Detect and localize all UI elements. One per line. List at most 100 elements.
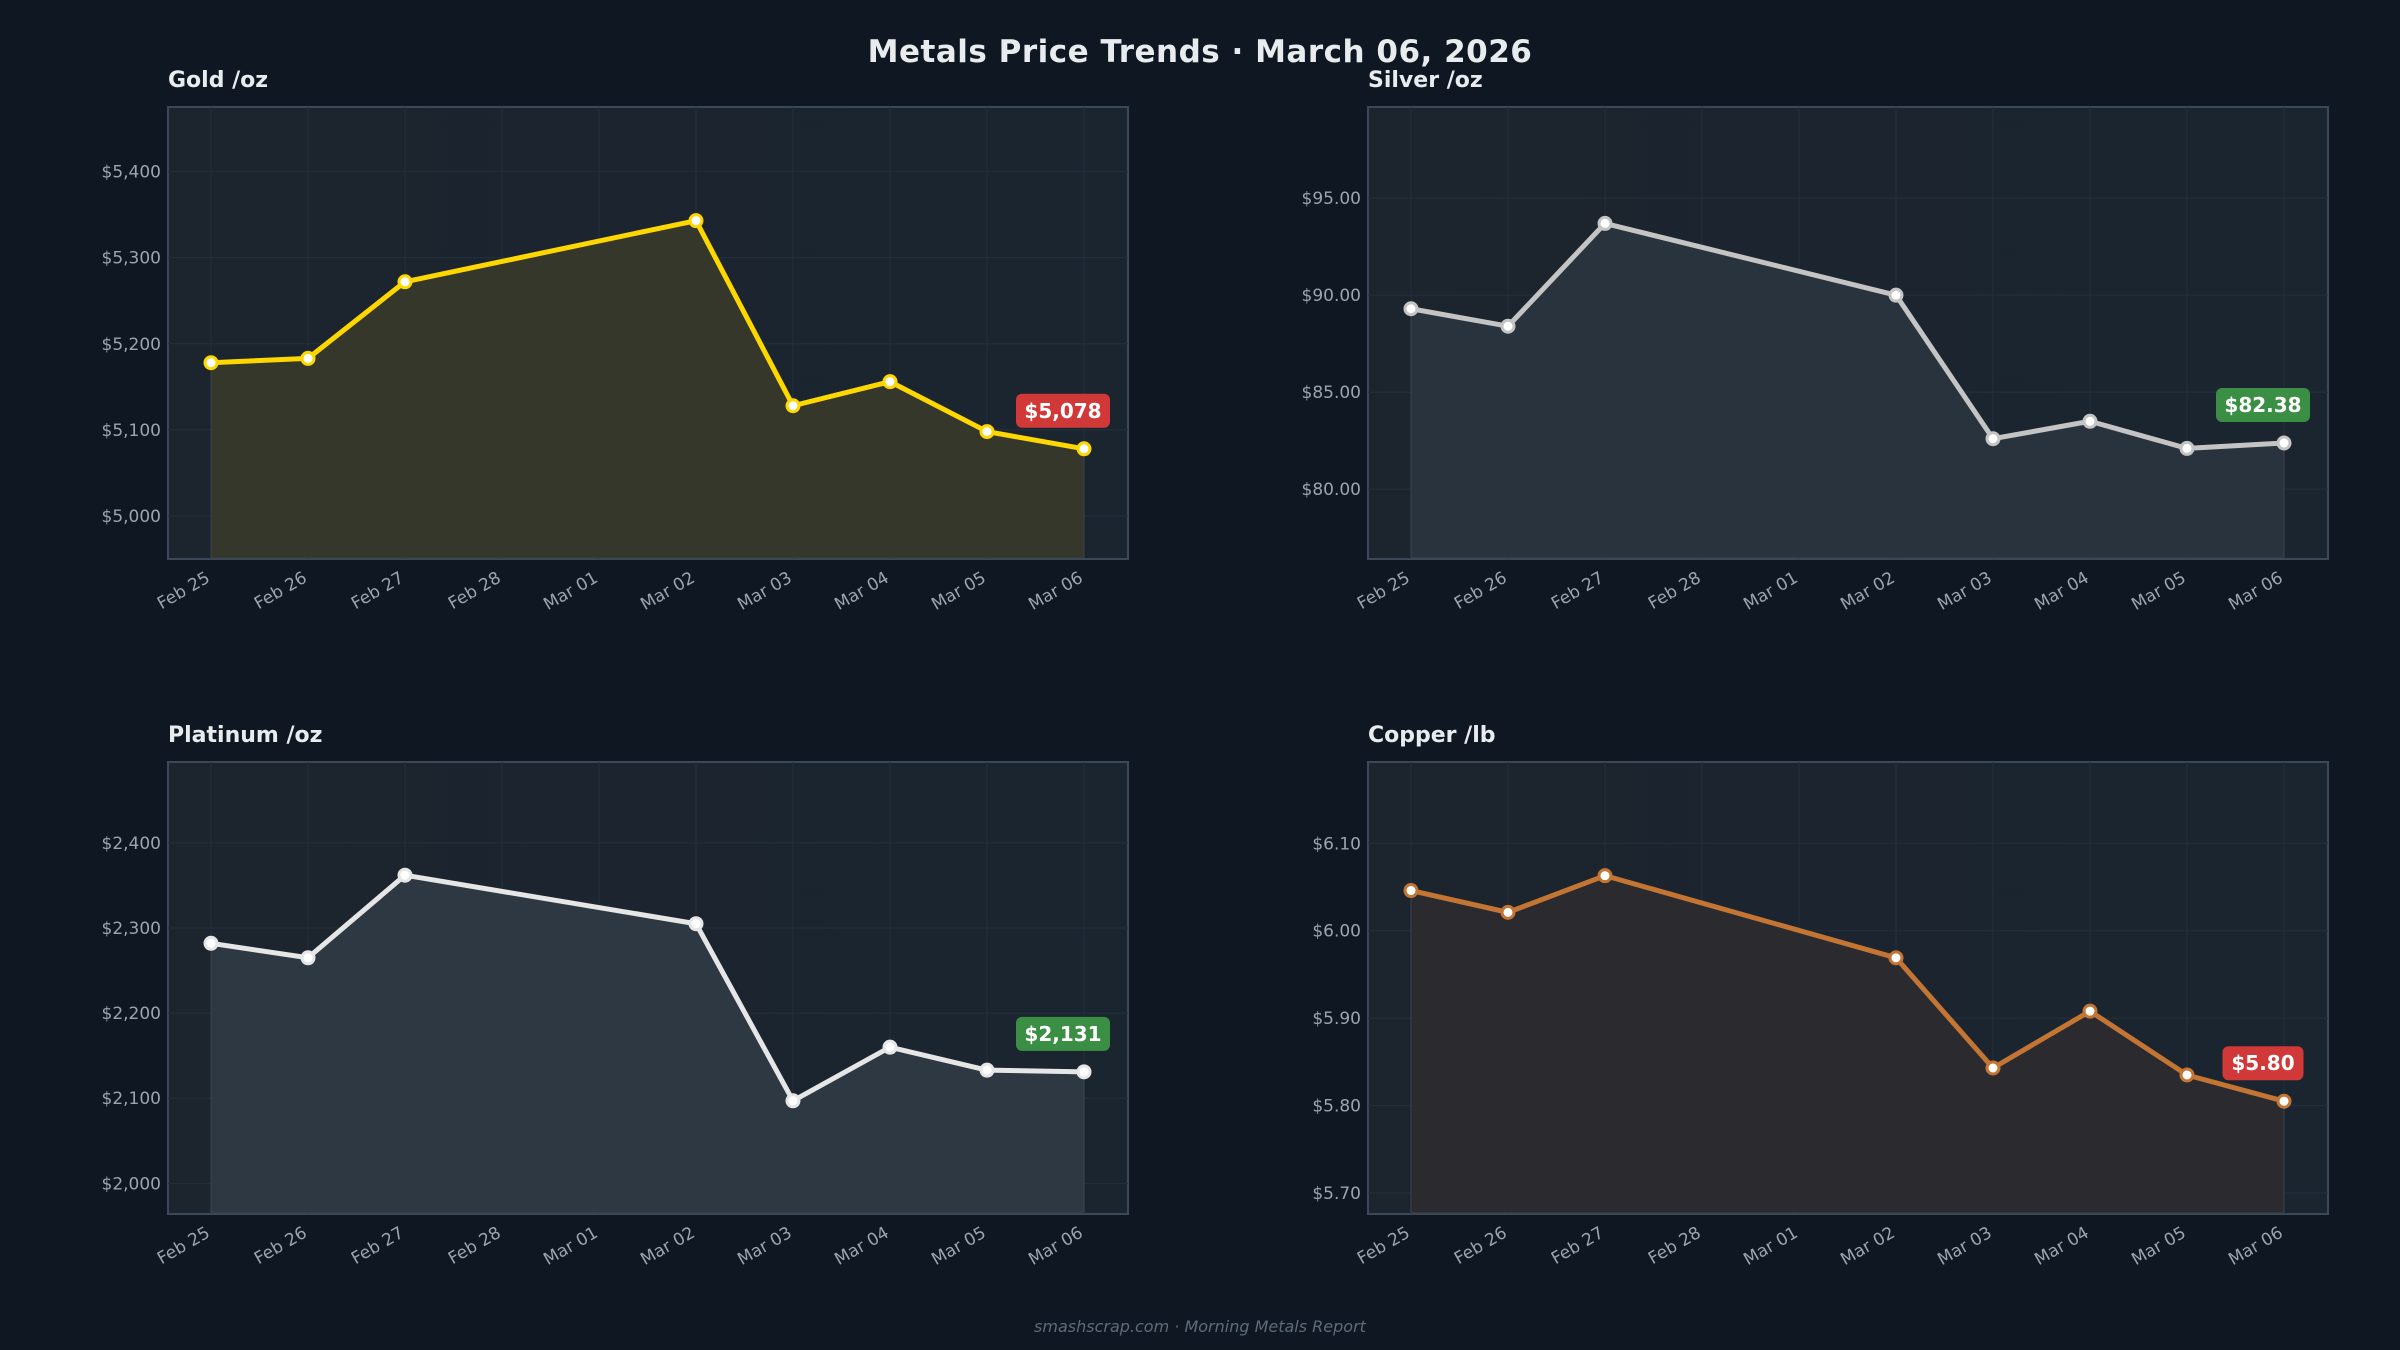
data-point — [1597, 215, 1613, 231]
chart-platinum: Platinum /oz $2,000 $2,100 $2,200 $2,300 $2,4… — [102, 723, 1129, 1270]
data-point — [2179, 1067, 2195, 1083]
x-tick-label: Mar 04 — [831, 1223, 892, 1270]
data-point — [1076, 1064, 1092, 1080]
data-point — [397, 274, 413, 290]
badge-background — [2216, 387, 2310, 422]
series-line — [1410, 220, 2285, 451]
x-tick-label: Feb 28 — [1645, 568, 1704, 614]
x-tick-label: Mar 03 — [734, 568, 795, 615]
series-line — [1410, 873, 2285, 1104]
data-point — [1403, 883, 1419, 899]
x-tick-label: Mar 05 — [928, 568, 989, 615]
y-tick-label: $2,400 — [102, 834, 161, 854]
x-tick-label: Feb 27 — [348, 1223, 407, 1269]
x-tick-label: Mar 03 — [734, 1223, 795, 1270]
y-tick-label: $5,300 — [102, 249, 161, 269]
x-tick-label: Mar 01 — [1740, 1223, 1801, 1270]
last-price-badge: $5.80 — [2222, 1046, 2304, 1081]
series-line — [210, 218, 1085, 452]
x-tick-label: Mar 02 — [637, 1223, 698, 1270]
chart-silver: Silver /oz $80.00 $85.00 $90.00 $95.00 Feb 25… — [1302, 68, 2329, 615]
data-point — [1985, 431, 2001, 447]
x-tick-label: Mar 01 — [1740, 568, 1801, 615]
data-point — [882, 374, 898, 390]
y-tick-label: $5.70 — [1312, 1184, 1361, 1204]
x-tick-label: Mar 02 — [637, 568, 698, 615]
last-price-badge: $2,131 — [1016, 1016, 1110, 1051]
data-point — [2276, 435, 2292, 451]
data-point — [1888, 950, 1904, 966]
y-tick-label: $90.00 — [1302, 286, 1361, 306]
data-point — [2276, 1093, 2292, 1109]
y-tick-label: $5.90 — [1312, 1009, 1361, 1029]
badge-text: $2,131 — [1024, 1022, 1101, 1046]
data-point — [1500, 904, 1516, 920]
data-point — [203, 355, 219, 371]
x-tick-label: Mar 06 — [2225, 1223, 2286, 1270]
x-tick-label: Mar 04 — [831, 568, 892, 615]
data-point — [1076, 441, 1092, 457]
chart-copper: Copper /lb $5.70 $5.80 $5.90 $6.00 $6.10 Feb 2… — [1312, 723, 2329, 1270]
data-point — [2082, 413, 2098, 429]
y-tick-label: $6.10 — [1312, 834, 1361, 854]
data-point — [688, 213, 704, 229]
badge-text: $5.80 — [2231, 1051, 2294, 1075]
data-point — [203, 935, 219, 951]
x-tick-label: Feb 26 — [1451, 568, 1510, 614]
last-price-badge: $82.38 — [2216, 387, 2310, 422]
footer-credit: smashscrap.com · Morning Metals Report — [1034, 1317, 1366, 1336]
badge-text: $82.38 — [2224, 393, 2301, 417]
y-tick-label: $5,100 — [102, 421, 161, 441]
data-point — [1403, 301, 1419, 317]
x-tick-label: Feb 27 — [348, 568, 407, 614]
x-tick-label: Mar 06 — [1025, 1223, 1086, 1270]
badge-text: $5,078 — [1024, 399, 1101, 423]
data-point — [1888, 287, 1904, 303]
chart-gold: Gold /oz $5,000 $5,100 $5,200 $5,300 $5,400 Fe… — [102, 68, 1129, 615]
badge-background — [2222, 1046, 2304, 1081]
series-line — [210, 872, 1085, 1104]
x-tick-label: Mar 05 — [2128, 568, 2189, 615]
x-tick-label: Feb 25 — [154, 1223, 213, 1269]
x-tick-label: Feb 25 — [1354, 568, 1413, 614]
badge-background — [1016, 1016, 1110, 1051]
y-tick-label: $5.80 — [1312, 1097, 1361, 1117]
x-tick-label: Mar 06 — [1025, 568, 1086, 615]
data-point — [979, 424, 995, 440]
x-tick-label: Feb 26 — [1451, 1223, 1510, 1269]
data-point — [785, 1093, 801, 1109]
data-point — [979, 1062, 995, 1078]
badge-background — [1016, 393, 1110, 428]
y-tick-label: $85.00 — [1302, 383, 1361, 403]
y-tick-label: $95.00 — [1302, 189, 1361, 209]
x-tick-label: Feb 25 — [154, 568, 213, 614]
x-tick-label: Feb 27 — [1548, 568, 1607, 614]
x-tick-label: Feb 27 — [1548, 1223, 1607, 1269]
x-tick-label: Mar 01 — [540, 568, 601, 615]
data-point — [2179, 440, 2195, 456]
data-point — [882, 1039, 898, 1055]
chart-title: Copper /lb — [1368, 723, 1496, 748]
x-tick-label: Feb 28 — [445, 568, 504, 614]
x-tick-label: Mar 06 — [2225, 568, 2286, 615]
data-point — [300, 350, 316, 366]
chart-title: Gold /oz — [168, 68, 268, 93]
x-tick-label: Feb 26 — [251, 1223, 310, 1269]
data-point — [1500, 318, 1516, 334]
x-tick-label: Feb 28 — [445, 1223, 504, 1269]
chart-title: Platinum /oz — [168, 723, 322, 748]
y-tick-label: $2,300 — [102, 919, 161, 939]
y-tick-label: $6.00 — [1312, 922, 1361, 942]
y-tick-label: $5,000 — [102, 507, 161, 527]
data-point — [1597, 868, 1613, 884]
x-tick-label: Mar 04 — [2031, 568, 2092, 615]
data-point — [785, 398, 801, 414]
y-tick-label: $80.00 — [1302, 480, 1361, 500]
x-tick-label: Mar 05 — [2128, 1223, 2189, 1270]
x-tick-label: Feb 28 — [1645, 1223, 1704, 1269]
data-point — [688, 916, 704, 932]
x-tick-label: Mar 02 — [1837, 568, 1898, 615]
last-price-badge: $5,078 — [1016, 393, 1110, 428]
x-tick-label: Mar 05 — [928, 1223, 989, 1270]
